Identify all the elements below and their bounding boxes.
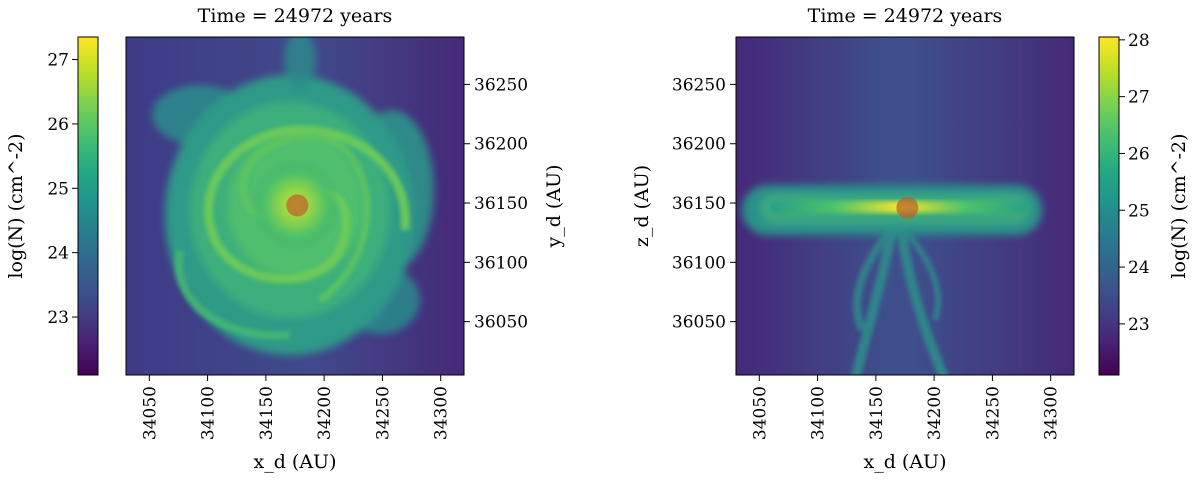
ytick-label: 36150 bbox=[672, 194, 726, 214]
colorbar-tick-label: 28 bbox=[1128, 31, 1150, 51]
colorbar-edge-on: 23 24 25 26 27 28 bbox=[1098, 31, 1150, 376]
xtick-label: 34200 bbox=[315, 386, 335, 440]
sink-particle-face-on bbox=[286, 194, 309, 217]
panel-left-xlabel: x_d (AU) bbox=[254, 451, 337, 473]
colorbar-tick-label: 25 bbox=[1128, 201, 1150, 221]
heatmap-face-on bbox=[126, 37, 464, 375]
ytick-label: 36200 bbox=[672, 135, 726, 155]
axes-face-on: 34050 34100 34150 34200 34250 34300 36050 36100… bbox=[140, 75, 528, 440]
ytick-label: 36250 bbox=[474, 75, 528, 95]
xtick-label: 34250 bbox=[983, 386, 1003, 440]
panel-right-ylabel: z_d (AU) bbox=[631, 165, 653, 247]
colorbar-face-on: 23 24 25 26 27 bbox=[47, 36, 99, 376]
xtick-label: 34300 bbox=[432, 386, 452, 440]
colorbar-tick-label: 23 bbox=[47, 308, 69, 328]
xtick-label: 34200 bbox=[925, 386, 945, 440]
xtick-label: 34050 bbox=[140, 386, 160, 440]
xtick-label: 34150 bbox=[867, 386, 887, 440]
xtick-label: 34250 bbox=[373, 386, 393, 440]
colorbar-right-label: log(N) (cm^-2) bbox=[1168, 133, 1190, 278]
colorbar-tick-label: 27 bbox=[1128, 88, 1150, 108]
ytick-label: 36250 bbox=[672, 75, 726, 95]
colorbar-tick-label: 23 bbox=[1128, 315, 1150, 335]
colorbar-tick-label: 25 bbox=[47, 179, 69, 199]
panel-face-on: Time = 24972 years 34050 3410 bbox=[5, 5, 565, 473]
colorbar-tick-label: 26 bbox=[47, 115, 69, 135]
panel-right-xlabel: x_d (AU) bbox=[864, 451, 947, 473]
ytick-label: 36100 bbox=[672, 253, 726, 273]
xtick-label: 34100 bbox=[199, 386, 219, 440]
ytick-label: 36150 bbox=[474, 194, 528, 214]
xtick-label: 34300 bbox=[1042, 386, 1062, 440]
ytick-label: 36200 bbox=[474, 135, 528, 155]
ytick-label: 36050 bbox=[672, 313, 726, 333]
ytick-label: 36100 bbox=[474, 253, 528, 273]
panel-left-ylabel: y_d (AU) bbox=[543, 165, 565, 249]
colorbar-tick-label: 27 bbox=[47, 51, 69, 71]
axes-edge-on: 34050 34100 34150 34200 34250 34300 36050 36100… bbox=[672, 75, 1062, 440]
colorbar-tick-label: 24 bbox=[1128, 258, 1150, 278]
xtick-label: 34150 bbox=[257, 386, 277, 440]
xtick-label: 34050 bbox=[750, 386, 770, 440]
panel-left-title: Time = 24972 years bbox=[198, 5, 393, 27]
sink-particle-edge-on bbox=[896, 196, 919, 219]
panel-edge-on: Time = 24972 years 34050 34100 34150 34200 3… bbox=[631, 5, 1190, 473]
xtick-label: 34100 bbox=[809, 386, 829, 440]
panel-right-title: Time = 24972 years bbox=[808, 5, 1003, 27]
colorbar-tick-label: 24 bbox=[47, 244, 69, 264]
colorbar-left-label: log(N) (cm^-2) bbox=[5, 133, 27, 278]
colorbar-tick-label: 26 bbox=[1128, 144, 1150, 164]
ytick-label: 36050 bbox=[474, 313, 528, 333]
